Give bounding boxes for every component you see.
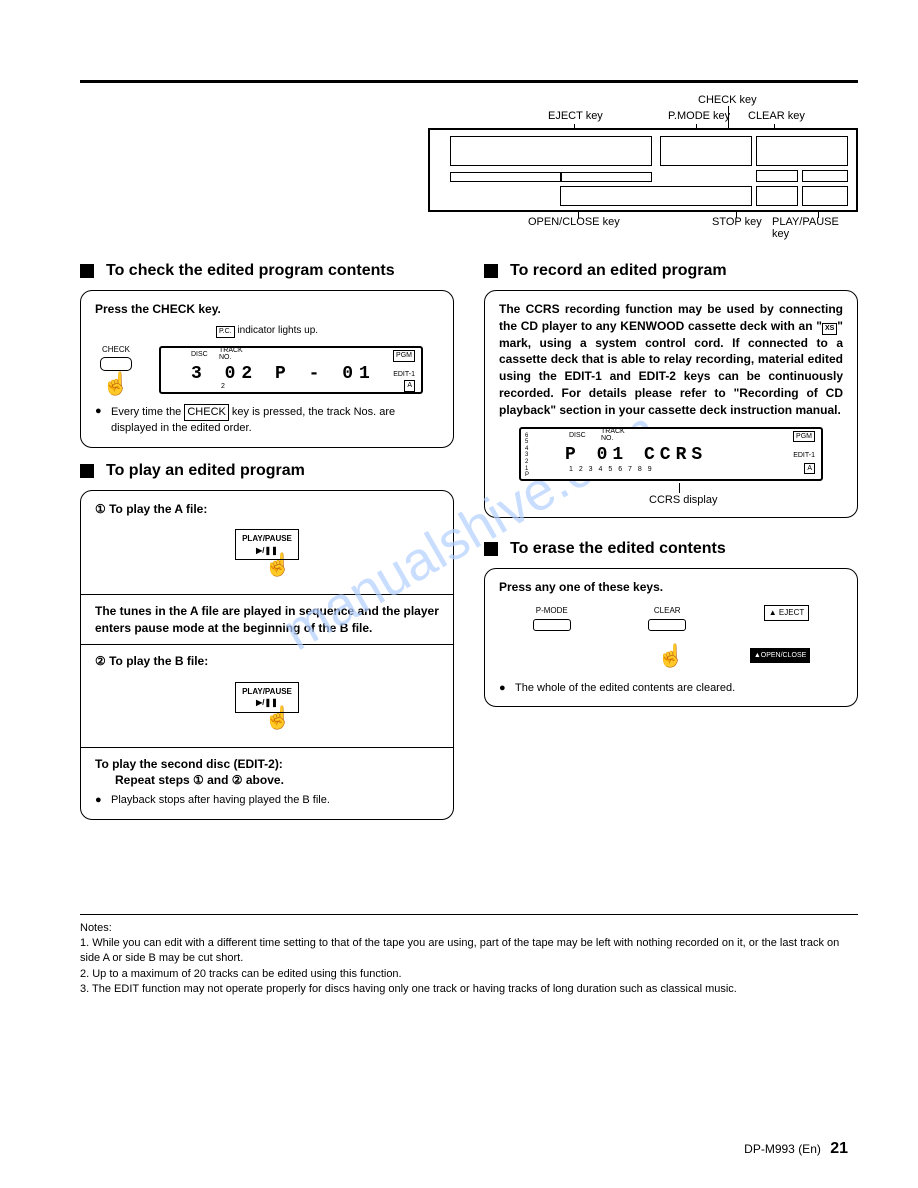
square-bullet-icon xyxy=(484,264,498,278)
check-bullet: ● Every time the CHECK key is pressed, t… xyxy=(95,404,439,437)
lcd-check: DISC TRACK NO. PGM EDIT-1 A 3 02 P - 01 … xyxy=(159,346,423,394)
heading-check-text: To check the edited program contents xyxy=(106,262,395,280)
play-step2: ② To play the B file: xyxy=(95,653,439,670)
erase-press: Press any one of these keys. xyxy=(499,579,843,596)
pc-indicator-box: P.C. xyxy=(216,326,235,338)
label-pmode-key: P.MODE key xyxy=(668,110,730,122)
indicator-text: indicator lights up. xyxy=(237,325,318,336)
play-edit2-repeat: Repeat steps ① and ② above. xyxy=(115,772,439,789)
note-2: 2. Up to a maximum of 20 tracks can be e… xyxy=(80,967,858,982)
device-illustration xyxy=(428,128,858,212)
square-bullet-icon xyxy=(80,264,94,278)
play-pause-button-illustration: PLAY/PAUSE▶/❚❚ xyxy=(235,529,299,559)
left-column: To check the edited program contents Pre… xyxy=(80,256,454,834)
check-button-illustration: CHECK ☝ xyxy=(95,344,137,395)
play-edit2-bullet: ● Playback stops after having played the… xyxy=(95,793,439,808)
heading-play: To play an edited program xyxy=(80,462,454,480)
panel-check: Press the CHECK key. P.C. indicator ligh… xyxy=(80,290,454,448)
top-rule xyxy=(80,80,858,83)
eject-key-illustration: ▲ EJECT xyxy=(764,605,809,630)
play-pause-button-illustration: PLAY/PAUSE▶/❚❚ xyxy=(235,682,299,712)
panel-erase: Press any one of these keys. P-MODE CLEA… xyxy=(484,568,858,707)
clear-key-illustration: CLEAR xyxy=(648,605,686,630)
label-eject-key: EJECT key xyxy=(548,110,603,122)
heading-check-contents: To check the edited program contents xyxy=(80,262,454,280)
heading-play-text: To play an edited program xyxy=(106,462,305,480)
heading-record-text: To record an edited program xyxy=(510,262,727,280)
panel-record: The CCRS recording function may be used … xyxy=(484,290,858,518)
label-open-close-key: OPEN/CLOSE key xyxy=(528,216,620,228)
notes-section: Notes: 1. While you can edit with a diff… xyxy=(80,914,858,998)
record-paragraph: The CCRS recording function may be used … xyxy=(499,301,843,419)
device-diagram-area: EJECT key P.MODE key CHECK key CLEAR key… xyxy=(428,98,858,236)
page: manualshive.com EJECT key P.MODE key CHE… xyxy=(0,0,918,1188)
heading-record: To record an edited program xyxy=(484,262,858,280)
open-close-key-illustration: ▲OPEN/CLOSE xyxy=(750,648,810,664)
footer-page-number: 21 xyxy=(830,1140,848,1157)
label-clear-key: CLEAR key xyxy=(748,110,805,122)
lcd-check-digits: 3 02 P - 01 xyxy=(191,362,376,387)
hand-icon: ☝ xyxy=(657,645,684,667)
footer-model: DP-M993 (En) xyxy=(744,1142,821,1156)
notes-title: Notes: xyxy=(80,921,858,936)
note-3: 3. The EDIT function may not operate pro… xyxy=(80,982,858,997)
label-check-key: CHECK key xyxy=(698,94,757,106)
heading-erase-text: To erase the edited contents xyxy=(510,540,726,558)
panel-play: ① To play the A file: PLAY/PAUSE▶/❚❚ ☝ T… xyxy=(80,490,454,820)
square-bullet-icon xyxy=(80,464,94,478)
check-press: Press the CHECK key. xyxy=(95,301,439,318)
right-column: To record an edited program The CCRS rec… xyxy=(484,256,858,834)
lcd-record: 6 5 4 3 2 1 P DISC TRACK NO. PGM EDIT-1 … xyxy=(519,427,823,481)
ccrs-display-label: CCRS display xyxy=(649,493,717,508)
play-edit2-title: To play the second disc (EDIT-2): xyxy=(95,756,439,773)
heading-erase: To erase the edited contents xyxy=(484,540,858,558)
page-footer: DP-M993 (En) 21 xyxy=(744,1140,848,1158)
play-step1: ① To play the A file: xyxy=(95,501,439,518)
hand-icon: ☝ xyxy=(95,373,137,395)
pmode-key-illustration: P-MODE xyxy=(533,605,571,630)
erase-bullet: ● The whole of the edited contents are c… xyxy=(499,681,843,696)
note-1: 1. While you can edit with a different t… xyxy=(80,936,858,967)
play-mid-text: The tunes in the A file are played in se… xyxy=(95,603,439,637)
columns: To check the edited program contents Pre… xyxy=(80,256,858,834)
square-bullet-icon xyxy=(484,542,498,556)
label-play-pause-key: PLAY/PAUSE key xyxy=(772,216,858,240)
